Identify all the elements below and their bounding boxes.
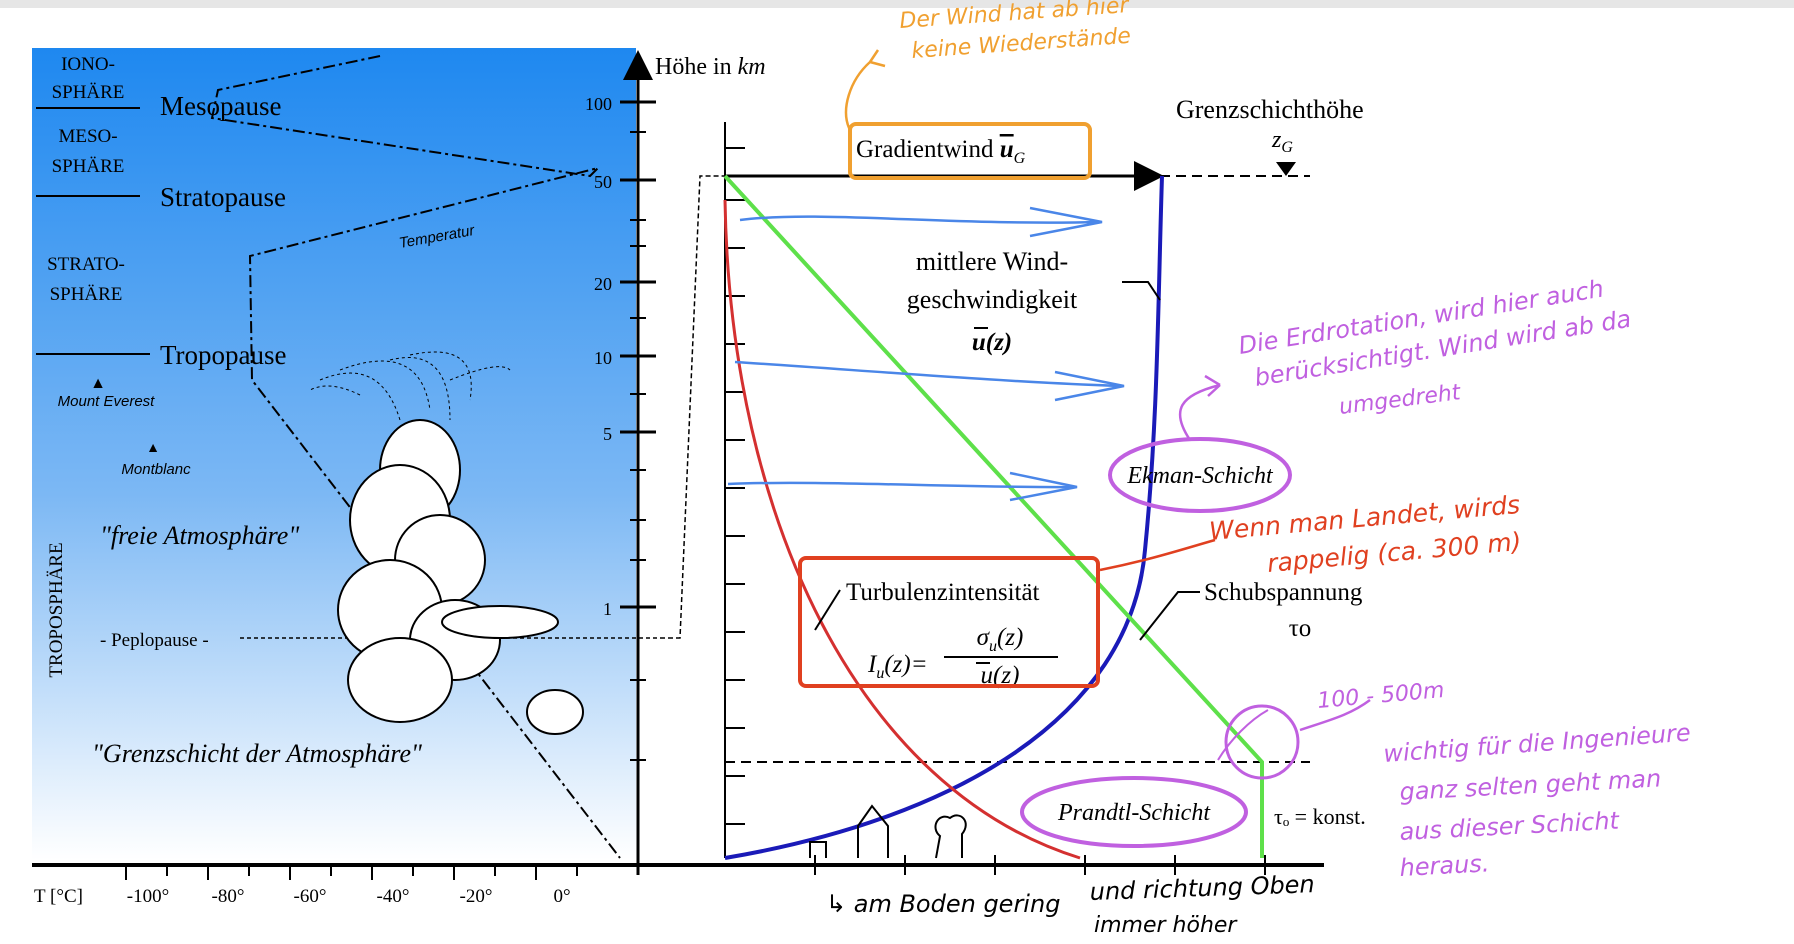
stratosphere-label-2: SPHÄRE	[50, 284, 123, 305]
gradient-wind-label: Gradientwind uG	[856, 136, 1026, 167]
boundary-layer-height-marker	[1276, 162, 1296, 176]
ekman-layer-label: Ekman-Schicht	[1126, 463, 1274, 489]
purple-engineers-note-4: heraus.	[1399, 849, 1490, 882]
purple-range-leader	[1217, 709, 1269, 761]
temp-tick-minus40: -40°	[377, 886, 410, 907]
red-leader	[1099, 538, 1216, 572]
sketch-houses-icon	[809, 804, 967, 859]
wind-arrow-3-head	[1009, 471, 1078, 502]
turbulence-numerator: σu(z)	[977, 624, 1024, 655]
prandtl-layer-label: Prandtl-Schicht	[1057, 800, 1211, 826]
everest-icon: ▲	[90, 375, 106, 392]
montblanc-icon: ▲	[146, 441, 160, 456]
shear-stress-line	[723, 174, 1264, 858]
turbulence-title: Turbulenzintensität	[846, 579, 1040, 606]
wind-arrow-1	[739, 215, 1101, 224]
ionosphere-label-1: IONO-	[61, 54, 115, 75]
mean-wind-label-2: geschwindigkeit	[907, 285, 1078, 314]
height-tick-1: 1	[603, 599, 612, 619]
boundary-layer-height-symbol: zG	[1271, 127, 1293, 156]
shear-stress-const-label: τₒ = konst.	[1274, 804, 1366, 829]
purple-engineers-note-3: aus dieser Schicht	[1399, 806, 1621, 846]
height-tick-5: 5	[603, 424, 612, 444]
purple-engineers-note-2: ganz selten geht man	[1399, 764, 1662, 806]
turbulence-intensity-curve	[723, 199, 1081, 860]
height-tick-20: 20	[594, 274, 612, 294]
wind-arrow-3	[727, 481, 1076, 489]
mean-wind-label-1: mittlere Wind-	[916, 247, 1068, 276]
prandtl-range-circle	[1224, 704, 1300, 780]
prandtl-highlight-circle	[1020, 776, 1248, 848]
temp-tick-minus20: -20°	[460, 886, 493, 907]
turbulence-highlight-box	[798, 556, 1100, 688]
wind-arrows	[727, 206, 1125, 502]
height-axis-minor-ticks	[630, 131, 646, 761]
temp-tick-minus80: -80°	[212, 886, 245, 907]
troposphere-label: TROPOSPHÄRE	[46, 542, 67, 677]
height-tick-10: 10	[594, 348, 612, 368]
purple-ekman-note-3: umgedreht	[1338, 380, 1463, 420]
mesopause-label: Mesopause	[160, 91, 281, 121]
orange-arrow-icon	[844, 49, 886, 131]
shear-stress-leader	[1139, 591, 1200, 641]
temperature-curve	[210, 55, 621, 859]
cloud-icon	[337, 419, 584, 735]
anvil-spray-icon	[309, 351, 511, 421]
stratosphere-label-1: STRATO-	[47, 254, 125, 275]
gradient-wind-highlight-box	[848, 122, 1092, 180]
mesosphere-label-1: MESO-	[58, 126, 117, 147]
boundary-layer-bottom-ticks	[814, 855, 1266, 875]
tropopause-label: Tropopause	[160, 340, 287, 370]
shear-stress-symbol: τo	[1289, 615, 1312, 642]
mean-wind-symbol: u(z)	[972, 329, 1012, 356]
bottom-right-note-1: und richtung Oben	[1089, 870, 1315, 906]
mesosphere-label-2: SPHÄRE	[52, 156, 125, 177]
purple-prandtl-leader	[1299, 698, 1371, 732]
ekman-highlight-circle	[1108, 437, 1292, 513]
temperature-axis-ticks	[125, 865, 578, 880]
bottom-right-note-2: immer höher	[1094, 913, 1238, 938]
turbulence-lhs: Iu(z)=	[867, 651, 928, 682]
boundary-layer-height-label: Grenzschichthöhe	[1176, 95, 1364, 124]
purple-ekman-arrow-icon	[1178, 374, 1221, 441]
wind-arrow-2	[734, 360, 1123, 388]
height-tick-50: 50	[594, 172, 612, 192]
wind-arrow-2-head	[1054, 370, 1125, 402]
ionosphere-label-2: SPHÄRE	[52, 82, 125, 103]
boundary-layer-axis-ticks	[725, 147, 745, 825]
temp-tick-0: 0°	[553, 886, 570, 907]
stratopause-label: Stratopause	[160, 182, 286, 212]
bottom-left-note: ↳ am Boden gering	[826, 890, 1060, 918]
shear-stress-label: Schubspannung	[1204, 579, 1363, 606]
height-axis-ticks	[620, 100, 656, 609]
temp-tick-minus100: -100°	[127, 886, 169, 907]
everest-label: Mount Everest	[58, 393, 156, 410]
purple-engineers-note-1: wichtig für die Ingenieure	[1382, 719, 1691, 768]
temp-tick-minus60: -60°	[294, 886, 327, 907]
peplopause-label: - Peplopause -	[100, 630, 209, 651]
temperature-axis-label: T [°C]	[34, 886, 83, 907]
height-tick-100: 100	[585, 94, 612, 114]
turbulence-leader	[814, 589, 841, 631]
mean-wind-leader	[1122, 281, 1161, 301]
purple-range-note: 100 - 500m	[1316, 678, 1445, 714]
boundary-top-connector	[660, 175, 725, 639]
wind-arrow-1-head	[1029, 206, 1103, 238]
top-bar	[0, 0, 1794, 8]
wind-profile-curve	[724, 175, 1164, 860]
height-axis-label: Höhe in km	[655, 54, 766, 80]
boundary-layer-region-label: "Grenzschicht der Atmosphäre"	[92, 739, 422, 768]
free-atmosphere-label: "freie Atmosphäre"	[100, 521, 299, 550]
montblanc-label: Montblanc	[121, 461, 191, 478]
